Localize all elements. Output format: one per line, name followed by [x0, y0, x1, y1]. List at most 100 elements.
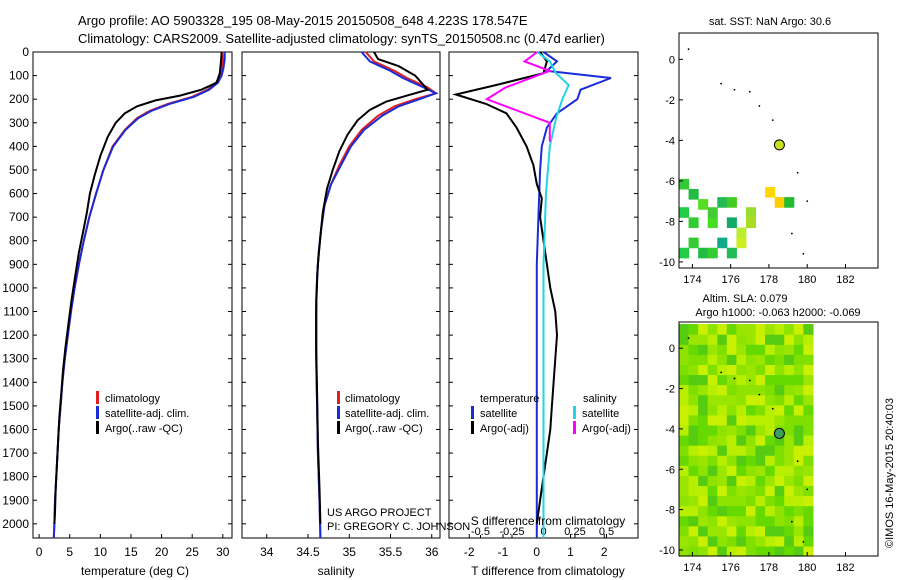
sla-cell [717, 344, 728, 355]
sla-cell [726, 495, 738, 507]
sla-cell [707, 394, 718, 406]
y-tick-label: -10 [659, 545, 675, 557]
sla-cell [679, 495, 690, 507]
y-tick-label: 1700 [2, 446, 29, 460]
sla-cell [765, 414, 776, 426]
sla-cell [698, 535, 709, 547]
sla-cell [688, 495, 699, 507]
s-tick-label: 0.5 [599, 526, 614, 538]
island-dot [771, 119, 774, 122]
sla-cell [688, 515, 699, 527]
x-tick-label: 20 [155, 545, 169, 559]
sla-cell [717, 455, 728, 466]
sst-cell [765, 186, 776, 198]
sla-cell [774, 434, 785, 446]
sla-cell [774, 384, 785, 396]
sla-cell [698, 505, 709, 517]
y-tick-label: 0 [22, 45, 29, 59]
legend-swatch-s-satellite [573, 406, 576, 419]
sla-cell [707, 334, 718, 345]
x-tick-label: 180 [798, 562, 816, 574]
sla-cell [803, 424, 814, 436]
y-tick-label: 800 [9, 234, 29, 248]
sla-cell [707, 495, 718, 507]
y-tick-label: 1800 [2, 470, 29, 484]
sla-cell [726, 364, 738, 376]
sst-cell [679, 207, 690, 218]
sla-cell [793, 515, 804, 527]
sla-cell [765, 475, 776, 486]
x-tick-label: 178 [760, 562, 778, 574]
sst-cell [707, 217, 718, 228]
sst-cell [784, 197, 795, 208]
sla-cell [784, 414, 795, 426]
y-tick-label: -2 [665, 95, 675, 107]
sla-cell [755, 334, 766, 345]
sla-cell [774, 475, 785, 486]
sla-cell [784, 545, 795, 557]
y-tick-label: 1100 [3, 305, 29, 319]
sla-cell [688, 334, 699, 345]
legend-label-t-argo: Argo(-adj) [480, 423, 529, 435]
difference-legend: temperature salinity satellite Argo(-adj… [471, 393, 631, 435]
sla-cell [784, 404, 795, 416]
island-dot [687, 337, 690, 340]
x-tick-label: 180 [798, 274, 816, 286]
sla-cell [803, 434, 814, 446]
sst-cell [726, 247, 737, 259]
difference-panel: -2 -1 0 1 2-0.5 -0.25 0 0.25 0.5 [448, 51, 639, 559]
sla-cell [688, 475, 699, 486]
island-dot [758, 105, 761, 107]
sla-cell [679, 414, 690, 426]
sla-cell [698, 475, 709, 486]
sla-cell [765, 455, 776, 466]
sla-cell [736, 424, 747, 436]
sst-cell [745, 207, 757, 218]
y-tick-label: 0 [669, 343, 675, 355]
sla-cell [765, 515, 776, 527]
x-tick-label: 1 [567, 545, 574, 559]
sla-cell [745, 485, 757, 497]
sla-cell [755, 465, 766, 476]
series-line-climatology [52, 51, 224, 539]
s-tick-label: -0.5 [471, 526, 490, 538]
x-tick-label: 0 [36, 545, 43, 559]
sla-cell [736, 465, 747, 476]
sla-cell [698, 455, 709, 466]
sla-cell [717, 354, 728, 365]
sla-cell [745, 455, 757, 466]
sla-cell [726, 465, 738, 476]
header-line1: Argo profile: AO 5903328_195 08-May-2015… [78, 13, 528, 28]
sla-cell [745, 525, 757, 537]
sla-cell [736, 515, 747, 527]
sla-cell [736, 334, 747, 345]
sla-cell [765, 495, 776, 507]
y-tick-label: 2000 [2, 517, 29, 531]
island-dot [790, 520, 793, 523]
series-line-climatology [315, 51, 439, 539]
sla-cell [707, 455, 718, 466]
sla-cell [736, 404, 747, 416]
legend-swatch-climatology [337, 391, 340, 404]
y-tick-label: -6 [665, 464, 675, 476]
y-tick-label: -8 [665, 505, 675, 517]
sla-cell [698, 424, 709, 436]
sla-cell [698, 495, 709, 507]
y-tick-label: 900 [9, 257, 29, 271]
sla-cell [726, 455, 738, 466]
sst-cell [707, 247, 718, 259]
sla-cell [698, 364, 709, 376]
sla-cell [765, 465, 776, 476]
island-dot [802, 252, 805, 255]
sla-cell [717, 515, 728, 527]
x-tick-label: 174 [683, 562, 701, 574]
y-tick-label: 1900 [2, 493, 29, 507]
sla-cell [784, 485, 795, 497]
sla-cell [803, 364, 814, 376]
sla-cell [774, 324, 785, 335]
y-tick-label: 1300 [2, 352, 29, 366]
legend-label-climatology: climatology [105, 393, 161, 405]
x-tick-label: -2 [464, 545, 475, 559]
sla-cell [774, 485, 785, 497]
legend-label-climatology: climatology [345, 393, 401, 405]
